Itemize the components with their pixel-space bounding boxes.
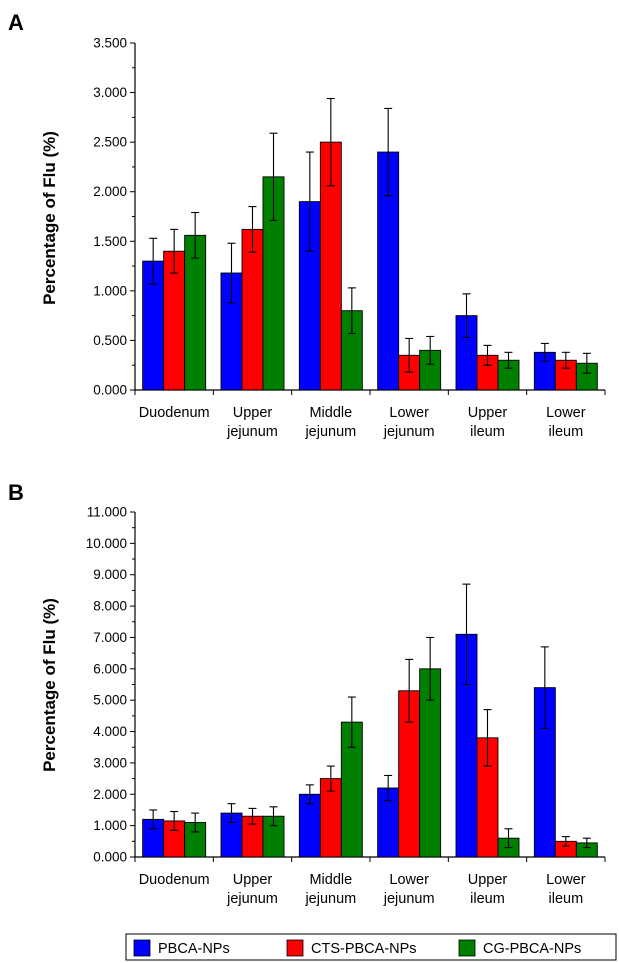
panel-b-category-label: jejunum [304, 891, 356, 907]
panel-a-category-label: jejunum [226, 424, 278, 440]
panel-b-y-tick-label: 8.000 [93, 599, 127, 614]
panel-b-category-label: ileum [470, 891, 505, 907]
panel-a-category-label: Middle [309, 405, 352, 421]
panel-a-y-tick-label: 2.000 [93, 184, 127, 199]
legend-box [125, 933, 617, 961]
panel-a-category-label: Lower [546, 405, 586, 421]
panel-b-y-tick-label: 2.000 [93, 787, 127, 802]
panel-a-category-label: Upper [233, 405, 273, 421]
panel-a-y-tick-label: 1.000 [93, 283, 127, 298]
panel-a-category-label: ileum [470, 424, 505, 440]
panel-a-bar [241, 228, 264, 391]
panel-b-y-tick-label: 7.000 [93, 630, 127, 645]
panel-b-category-label: Lower [546, 872, 586, 888]
legend-label-cts: CTS-PBCA-NPs [311, 941, 417, 957]
panel-b: B Percentage of Flu (%) 0.000 1.000 2.000 3… [8, 480, 606, 907]
legend-swatch-cg [458, 939, 476, 957]
panel-a: A Percentage of Flu (%) 0.000 0.500 1.000 1… [8, 10, 606, 440]
legend-label-pbca: PBCA-NPs [158, 941, 230, 957]
panel-a-y-tick-label: 3.000 [93, 85, 127, 100]
legend-swatch-pbca [133, 939, 151, 957]
panel-b-y-axis-label: Percentage of Flu (%) [40, 598, 59, 772]
legend: PBCA-NPs CTS-PBCA-NPs CG-PBCA-NPs [125, 933, 617, 961]
panel-a-category-label: jejunum [383, 424, 435, 440]
legend-swatch-cts [286, 939, 304, 957]
panel-b-category-label: ileum [549, 891, 584, 907]
panel-b-y-tick-label: 0.000 [93, 850, 127, 865]
panel-b-y-tick-label: 3.000 [93, 755, 127, 770]
panel-a-category-label: ileum [549, 424, 584, 440]
panel-a-y-axis-label: Percentage of Flu (%) [40, 131, 59, 305]
panel-b-category-label: jejunum [383, 891, 435, 907]
panel-b-category-label: Duodenum [139, 872, 210, 888]
panel-a-letter: A [8, 10, 24, 35]
panel-b-y-tick-label: 5.000 [93, 693, 127, 708]
panel-b-letter: B [8, 480, 24, 505]
panel-b-y-tick-label: 1.000 [93, 818, 127, 833]
panel-a-y-tick-label: 1.500 [93, 234, 127, 249]
panel-b-y-tick-label: 11.000 [87, 505, 127, 520]
panel-a-y-tick-label: 2.500 [93, 135, 127, 150]
panel-a-category-label: Upper [468, 405, 508, 421]
panel-a-y-tick-label: 3.500 [93, 36, 127, 51]
panel-a-y-tick-label: 0.000 [93, 383, 127, 398]
panel-a-category-label: jejunum [304, 424, 356, 440]
panel-b-category-label: Lower [389, 872, 429, 888]
panel-b-category-label: Upper [233, 872, 273, 888]
panel-a-category-label: Lower [389, 405, 429, 421]
panel-b-y-tick-label: 10.000 [86, 536, 127, 551]
panel-b-y-tick-label: 9.000 [93, 567, 127, 582]
panel-a-category-label: Duodenum [139, 405, 210, 421]
panel-a-y-tick-label: 0.500 [93, 333, 127, 348]
panel-b-category-label: jejunum [226, 891, 278, 907]
panel-b-category-label: Upper [468, 872, 508, 888]
panel-b-category-label: Middle [309, 872, 352, 888]
legend-label-cg: CG-PBCA-NPs [483, 941, 581, 957]
panel-b-y-tick-label: 6.000 [93, 661, 127, 676]
panel-b-y-tick-label: 4.000 [93, 724, 127, 739]
